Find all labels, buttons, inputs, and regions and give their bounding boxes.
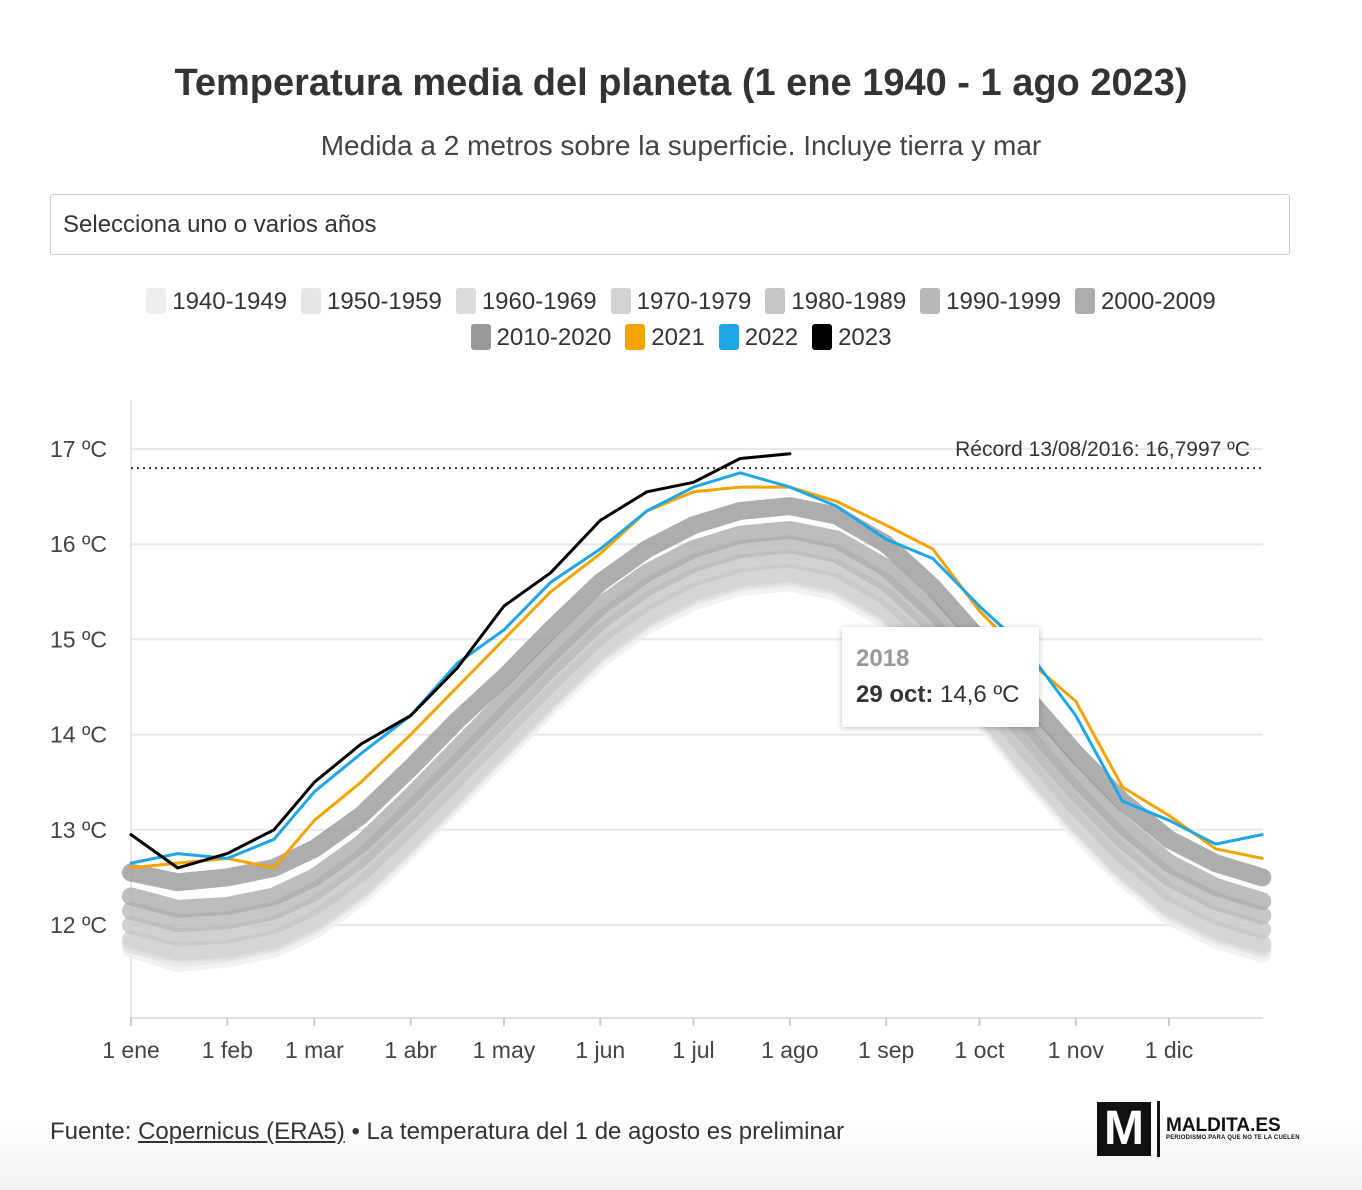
legend-swatch [1074,288,1095,314]
legend-item[interactable]: 1940-1949 [146,288,287,316]
legend-item[interactable]: 1950-1959 [301,288,442,316]
legend-swatch [765,288,786,314]
series-line-2023 [129,452,792,870]
legend-swatch [718,324,739,350]
y-tick-label: 17 ºC [50,436,107,462]
legend-swatch [610,288,631,314]
legend-swatch [920,288,941,314]
x-tick-label: 1 nov [1048,1037,1105,1063]
series-line-1980-1989 [122,549,1272,947]
legend-label: 1980-1989 [791,288,907,315]
series-line-1990-1999 [122,535,1272,933]
legend-item[interactable]: 1960-1969 [455,288,597,316]
series-line-2021 [129,485,1264,870]
legend-swatch [455,288,476,314]
x-tick-label: 1 ene [102,1037,160,1063]
legend-swatch [625,324,646,350]
tooltip-date: 29 oct: [856,681,934,708]
tooltip-value: 14,6 ºC [940,681,1020,708]
legend-swatch [301,288,322,314]
legend-swatch [146,288,167,314]
y-tick-label: 13 ºC [50,817,107,843]
series-line-2010-2020 [122,497,1272,892]
footer: Fuente: Copernicus (ERA5) • La temperatu… [50,1118,844,1146]
legend-label: 2023 [838,324,892,351]
legend-label: 2000-2009 [1100,288,1216,315]
legend-swatch [812,324,833,350]
x-tick-label: 1 may [473,1037,536,1063]
x-tick-label: 1 mar [285,1037,344,1063]
y-tick-label: 15 ºC [50,626,107,652]
legend-item[interactable]: 2023 [812,324,891,352]
legend-item[interactable]: 1980-1989 [765,288,906,316]
year-selector[interactable]: Selecciona uno o varios años [50,194,1290,255]
tooltip-year: 2018 [856,645,910,672]
y-tick-label: 12 ºC [50,912,107,938]
legend-item[interactable]: 2010-2020 [470,324,612,352]
x-tick-label: 1 oct [954,1037,1004,1063]
series-line-2000-2009 [122,520,1272,918]
x-tick-label: 1 dic [1145,1037,1194,1063]
legend-label: 2022 [744,324,799,351]
source-prefix: Fuente: [50,1118,132,1145]
legend-row-2: 2010-2020 2021 2022 2023 [60,324,1302,352]
x-tick-label: 1 sep [858,1037,914,1063]
maldita-logo[interactable]: M MALDITA.ES PERIODISMO PARA QUE NO TE L… [1097,1101,1300,1157]
footer-note: • La temperatura del 1 de agosto es prel… [351,1118,845,1145]
x-tick-label: 1 ago [761,1037,819,1063]
x-tick-label: 1 jul [672,1037,714,1063]
logo-name: MALDITA.ES [1166,1115,1281,1136]
logo-tagline: PERIODISMO PARA QUE NO TE LA CUELEN [1166,1135,1300,1141]
x-tick-label: 1 feb [202,1037,253,1063]
legend-label: 1950-1959 [327,288,442,315]
source-link[interactable]: Copernicus (ERA5) [138,1118,345,1145]
series-line-2022 [129,471,1264,865]
legend-label: 1970-1979 [636,288,752,315]
legend-row-1: 1940-1949 1950-1959 1960-1969 1970-1979 1980… [60,288,1302,316]
chart-title: Temperatura media del planeta (1 ene 194… [174,62,1188,104]
legend-item[interactable]: 2021 [625,324,705,352]
legend-item[interactable]: 2022 [718,324,799,352]
legend-label: 1940-1949 [172,288,288,315]
legend-item[interactable]: 1990-1999 [920,288,1061,316]
legend-label: 1990-1999 [946,288,1061,315]
record-label: Récord 13/08/2016: 16,7997 ºC [955,438,1250,461]
x-tick-label: 1 jun [575,1037,625,1063]
legend-swatch [470,324,491,350]
x-tick-label: 1 abr [384,1037,437,1063]
y-tick-label: 14 ºC [50,722,107,748]
tooltip: 2018 29 oct: 14,6 ºC [842,627,1039,727]
chart-subtitle: Medida a 2 metros sobre la superficie. I… [320,130,1042,161]
legend-label: 2010-2020 [496,324,612,351]
logo-divider [1157,1101,1160,1157]
legend-label: 1960-1969 [481,288,597,315]
legend-item[interactable]: 1970-1979 [610,288,752,316]
tooltip-value-row: 29 oct: 14,6 ºC [856,681,1025,709]
y-tick-label: 16 ºC [50,531,107,557]
legend-label: 2021 [651,324,705,351]
legend-item[interactable]: 2000-2009 [1074,288,1216,316]
logo-mark: M [1097,1102,1151,1156]
